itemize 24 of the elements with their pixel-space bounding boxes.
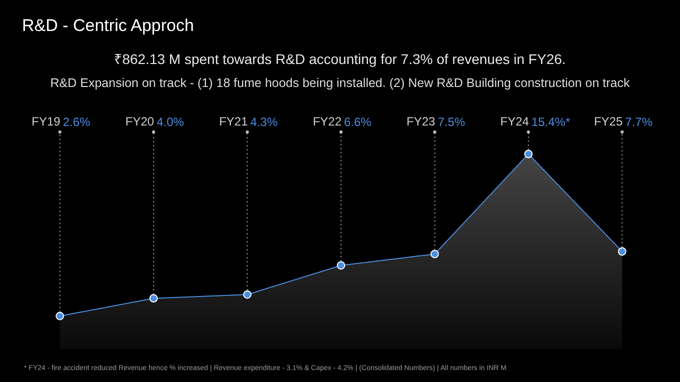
data-label: 7.5%: [438, 115, 466, 129]
data-label: 4.3%: [250, 115, 278, 129]
x-tick-label: FY24: [500, 114, 530, 128]
point: [430, 250, 439, 258]
point: [524, 150, 533, 158]
data-label: 2.6%: [62, 115, 91, 129]
x-tick-label: FY22: [312, 114, 342, 128]
text: R&D Expansion on track - (1) 18 fume hoods being installed. (2) New R&D Building construction on track: [49, 76, 631, 90]
point: [336, 261, 346, 270]
data-label: 7.7%: [625, 115, 653, 129]
x-tick-label: FY23: [406, 114, 436, 128]
point: [243, 290, 252, 299]
x-tick-label: FY19: [32, 114, 61, 128]
x-tick-label: FY21: [219, 114, 248, 128]
data-label: 6.6%: [344, 115, 372, 129]
x-tick-label: FY20: [125, 114, 154, 128]
x-tick-label: FY25: [594, 114, 623, 128]
chart-subtitle: ₹862.13 M spent towards R&D accounting for 7.3% of revenues in FY26.: [113, 50, 567, 68]
point: [56, 312, 64, 320]
chart-title: R&D - Centric Approch: [22, 16, 194, 36]
point: [149, 294, 158, 303]
point: [618, 247, 626, 256]
data-label: 15.4%*: [531, 115, 570, 129]
data-label: 4.0%: [156, 115, 184, 129]
